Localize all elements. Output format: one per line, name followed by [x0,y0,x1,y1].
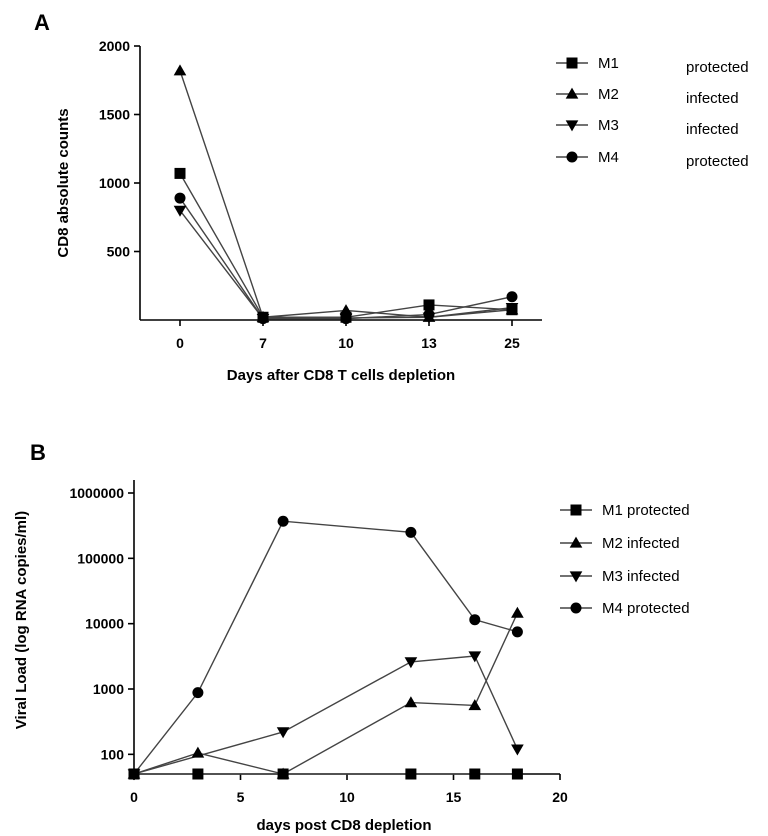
panel-a-x-tick-label: 25 [504,335,520,351]
panel-a-m4-point [257,313,269,325]
panel-a-legend-status: infected [686,90,739,107]
panel-b-x-tick-label: 5 [237,789,245,805]
panel-a-y-tick-label: 1500 [99,107,130,123]
panel-b-x-tick-label: 15 [446,789,462,805]
panel-b-series-m2-line [133,612,519,775]
panel-b-x-tick-label: 10 [339,789,355,805]
panel-a-legend: M1 protected M2 infected M3 infected M4 protect… [556,55,749,170]
panel-a-x-axis-title: Days after CD8 T cells depletion [227,367,455,384]
panel-b-legend-label: M3 infected [602,568,680,585]
panel-b-m2-point [511,606,524,618]
panel-b-legend-m2-marker [569,536,583,548]
panel-b-m4-point [405,526,417,538]
panel-b-x-tick-label: 20 [552,789,568,805]
panel-b-m3-point [468,651,482,663]
panel-b-m1-point [192,768,204,780]
panel-b-y-tick-label: 10000 [85,616,124,632]
panel-a-x-tick-label: 0 [176,335,184,351]
panel-b-legend-label: M1 protected [602,502,690,519]
panel-b-y-tick-label: 1000000 [69,485,124,501]
panel-a-m1-point [423,299,435,311]
panel-a-legend-status: infected [686,121,739,138]
panel-a-letter: A [34,10,50,35]
panel-a-legend-m4-marker [566,151,578,163]
panel-b-legend-m4-marker [570,602,582,614]
panel-a-x-tick-label: 7 [259,335,267,351]
panel-a-y-tick-label: 500 [107,244,131,260]
panel-a-legend-m2-marker [565,87,579,99]
panel-a-m2-point [339,304,353,316]
panel-a-m1-point [174,167,186,179]
panel-b-m2-point [276,767,290,779]
panel-b-x-tick-label: 0 [130,789,138,805]
panel-b-m1-point [405,768,417,780]
panel-b-m3-point [511,744,524,756]
panel-a-x-tick-label: 10 [338,335,354,351]
panel-a-legend-label: M1 [598,55,619,72]
panel-a-legend-label: M4 [598,149,619,166]
panel-b-m4-point [511,626,523,638]
panel-b-legend-label: M4 protected [602,600,690,617]
panel-b-series-m4-line [133,520,518,775]
panel-b-m3-point [276,727,290,739]
panel-b-m4-point [277,515,289,527]
panel-b-m4-point [192,687,204,699]
panel-b-m2-point [404,696,418,708]
panel-a-m3-point [173,205,187,217]
panel-b-m1-point [469,768,481,780]
panel-a-legend-label: M3 [598,117,619,134]
panel-b-legend-m1-marker [570,504,582,516]
panel-a-m4-point [506,291,518,303]
panel-b-legend-m3-marker [569,571,583,583]
panel-b-y-axis-title: Viral Load (log RNA copies/ml) [13,511,30,729]
panel-b-series-m3-line [133,655,519,775]
panel-a-series-m3-line [179,209,513,320]
panel-a-m4-point [174,192,186,204]
panel-b-y-tick-label: 1000 [93,681,124,697]
panel-b-legend-label: M2 infected [602,535,680,552]
panel-b-y-tick-label: 100 [101,746,125,762]
panel-b-m1-point [511,768,523,780]
panel-a-m4-point [340,313,352,325]
panel-a-y-tick-label: 1000 [99,175,130,191]
panel-a-y-tick-label: 2000 [99,38,130,54]
panel-a-x-tick-label: 13 [421,335,437,351]
panel-b-m2-point [468,699,482,711]
panel-a-series-m1-line [179,173,513,318]
panel-a-m4-point [423,309,435,321]
panel-a-legend-label: M2 [598,86,619,103]
panel-b-legend: M1 protected M2 infected M3 infected M4 pro… [560,502,690,617]
panel-b-letter: B [30,440,46,465]
panel-b-plot: 100 1000 10000 100000 1000000 0 5 10 15 20 [69,480,568,805]
panel-a-legend-m1-marker [566,57,578,69]
panel-a-series-m2-line [179,70,513,319]
panel-b-x-axis-title: days post CD8 depletion [256,817,431,834]
panel-b-m4-point [128,768,140,780]
panel-a-legend-status: protected [686,59,749,76]
panel-a-m3-point [505,302,519,314]
panel-b-m2-point [191,746,205,758]
panel-b-m3-point [404,657,418,669]
panel-a-plot: 500 1000 1500 2000 0 7 10 13 25 [99,38,542,351]
panel-a-legend-m3-marker [565,120,579,132]
panel-b-m4-point [469,614,481,626]
panel-b-y-tick-label: 100000 [77,550,124,566]
panel-a-legend-status: protected [686,153,749,170]
panel-a-m2-point [173,64,187,76]
panel-a-y-axis-title: CD8 absolute counts [55,108,72,257]
